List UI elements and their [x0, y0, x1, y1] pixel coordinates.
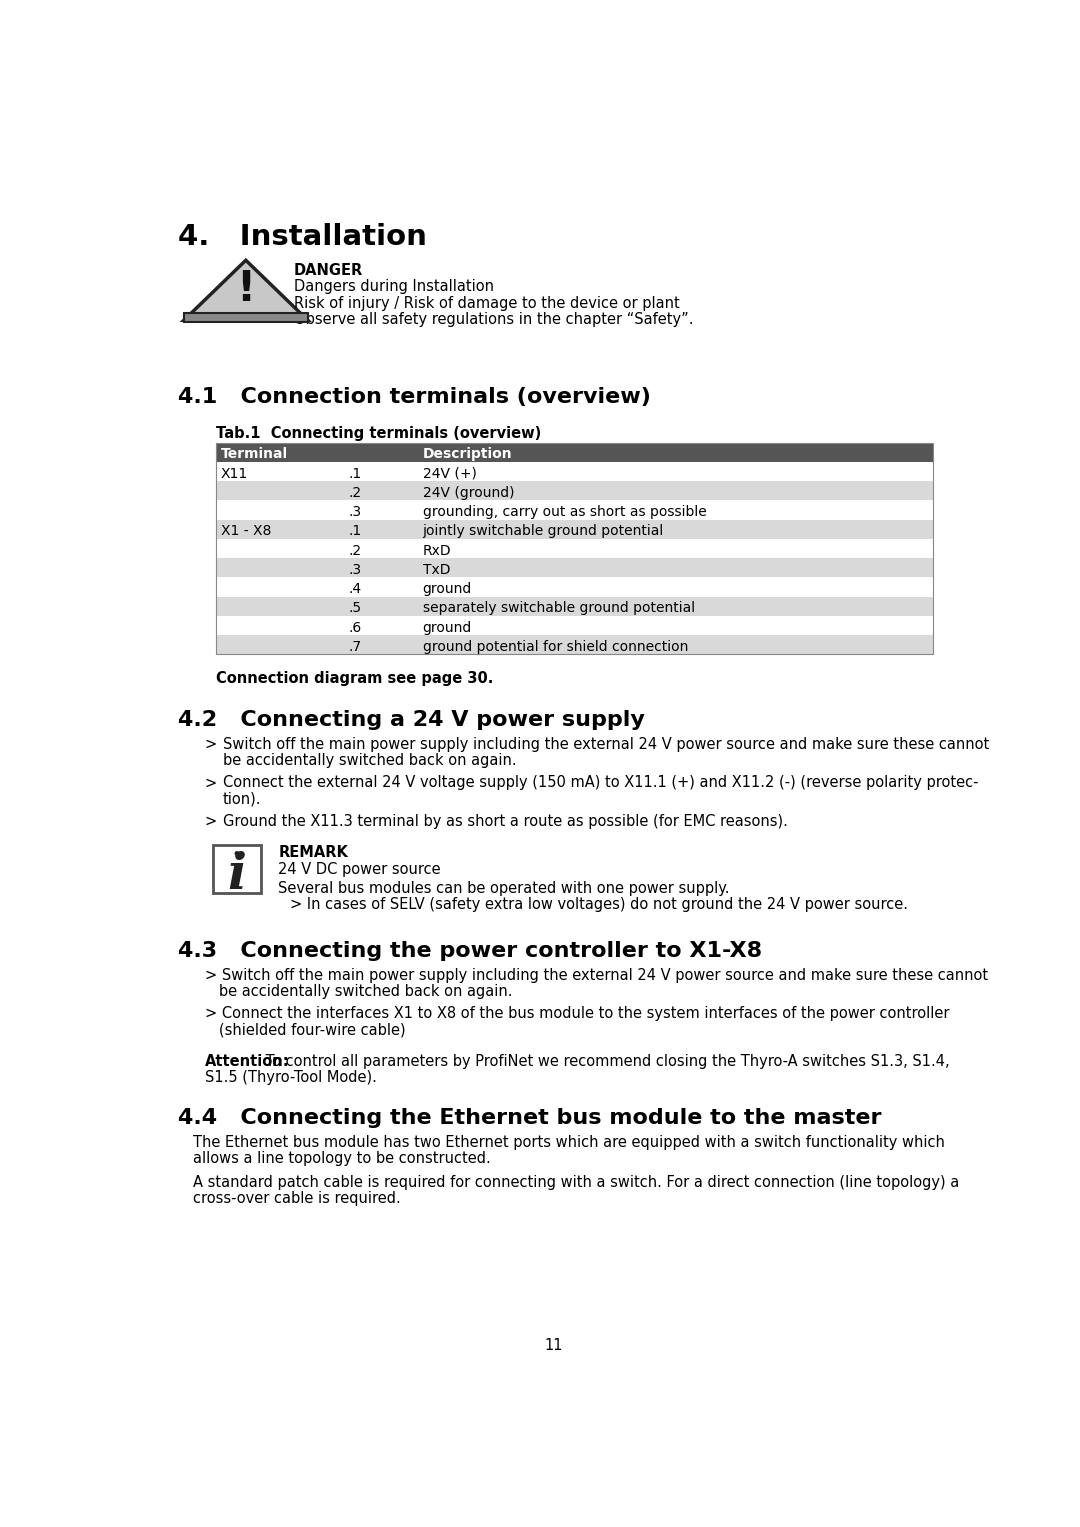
Bar	[216, 577, 933, 597]
Text: 4.3   Connecting the power controller to X1-X8: 4.3 Connecting the power controller to X…	[177, 941, 761, 960]
Text: TxD: TxD	[422, 563, 450, 577]
Text: .1: .1	[349, 524, 362, 539]
Text: Connection diagram see page 30.: Connection diagram see page 30.	[216, 672, 494, 687]
Text: RxD: RxD	[422, 544, 451, 557]
Text: REMARK: REMARK	[279, 846, 348, 860]
Bar	[216, 463, 933, 481]
Text: X1 - X8: X1 - X8	[221, 524, 271, 539]
Text: .4: .4	[349, 582, 362, 596]
Text: Switch off the main power supply including the external 24 V power source and ma: Switch off the main power supply includi…	[222, 738, 989, 751]
Text: 11: 11	[544, 1338, 563, 1353]
Text: tion).: tion).	[222, 791, 261, 806]
Text: ground: ground	[422, 620, 472, 635]
Text: i: i	[227, 851, 246, 899]
Text: 4.4   Connecting the Ethernet bus module to the master: 4.4 Connecting the Ethernet bus module t…	[177, 1109, 881, 1128]
Bar	[216, 443, 933, 463]
Text: X11: X11	[221, 467, 248, 481]
Text: .3: .3	[349, 505, 362, 519]
Polygon shape	[184, 260, 308, 321]
Text: 4.2   Connecting a 24 V power supply: 4.2 Connecting a 24 V power supply	[177, 710, 645, 730]
Text: 24V (+): 24V (+)	[422, 467, 476, 481]
Text: .2: .2	[349, 486, 362, 499]
Text: DANGER: DANGER	[294, 263, 363, 278]
Bar	[184, 313, 308, 322]
Text: Dangers during Installation: Dangers during Installation	[294, 279, 494, 295]
Bar	[216, 615, 933, 635]
Text: 4.1   Connection terminals (overview): 4.1 Connection terminals (overview)	[177, 388, 650, 408]
Text: 24V (ground): 24V (ground)	[422, 486, 514, 499]
Text: .3: .3	[349, 563, 362, 577]
Text: be accidentally switched back on again.: be accidentally switched back on again.	[205, 983, 512, 999]
Text: Tab.1  Connecting terminals (overview): Tab.1 Connecting terminals (overview)	[216, 426, 542, 441]
Text: > In cases of SELV (safety extra low voltages) do not ground the 24 V power sour: > In cases of SELV (safety extra low vol…	[291, 896, 908, 912]
Text: Risk of injury / Risk of damage to the device or plant: Risk of injury / Risk of damage to the d…	[294, 296, 679, 310]
Text: Attention:: Attention:	[205, 1054, 289, 1069]
Text: .7: .7	[349, 640, 362, 654]
Text: > Switch off the main power supply including the external 24 V power source and : > Switch off the main power supply inclu…	[205, 968, 988, 983]
Text: .5: .5	[349, 602, 362, 615]
Text: separately switchable ground potential: separately switchable ground potential	[422, 602, 694, 615]
Text: allows a line topology to be constructed.: allows a line topology to be constructed…	[193, 1151, 491, 1167]
Text: Terminal: Terminal	[221, 446, 288, 461]
Text: Several bus modules can be operated with one power supply.: Several bus modules can be operated with…	[279, 881, 730, 896]
Text: Observe all safety regulations in the chapter “Safety”.: Observe all safety regulations in the ch…	[294, 312, 693, 327]
Text: >: >	[205, 776, 217, 791]
Text: •: •	[231, 846, 242, 864]
Text: .6: .6	[349, 620, 362, 635]
Bar	[216, 539, 933, 559]
Text: ground: ground	[422, 582, 472, 596]
Text: (shielded four-wire cable): (shielded four-wire cable)	[205, 1023, 405, 1037]
Text: Description: Description	[422, 446, 512, 461]
Text: ground potential for shield connection: ground potential for shield connection	[422, 640, 688, 654]
Text: jointly switchable ground potential: jointly switchable ground potential	[422, 524, 664, 539]
Text: A standard patch cable is required for connecting with a switch. For a direct co: A standard patch cable is required for c…	[193, 1174, 959, 1190]
Bar	[216, 443, 933, 655]
Text: Ground the X11.3 terminal by as short a route as possible (for EMC reasons).: Ground the X11.3 terminal by as short a …	[222, 814, 787, 829]
Text: .2: .2	[349, 544, 362, 557]
Text: .1: .1	[349, 467, 362, 481]
Text: S1.5 (Thyro-Tool Mode).: S1.5 (Thyro-Tool Mode).	[205, 1070, 377, 1086]
Text: cross-over cable is required.: cross-over cable is required.	[193, 1191, 401, 1206]
Text: 24 V DC power source: 24 V DC power source	[279, 861, 441, 876]
Text: Connect the external 24 V voltage supply (150 mA) to X11.1 (+) and X11.2 (-) (re: Connect the external 24 V voltage supply…	[222, 776, 978, 791]
Text: grounding, carry out as short as possible: grounding, carry out as short as possibl…	[422, 505, 706, 519]
Text: > Connect the interfaces X1 to X8 of the bus module to the system interfaces of : > Connect the interfaces X1 to X8 of the…	[205, 1006, 949, 1022]
Text: 4.   Installation: 4. Installation	[177, 223, 427, 252]
Text: The Ethernet bus module has two Ethernet ports which are equipped with a switch : The Ethernet bus module has two Ethernet…	[193, 1135, 945, 1150]
Bar	[216, 635, 933, 655]
Bar	[216, 481, 933, 501]
Bar	[216, 559, 933, 577]
Text: >: >	[205, 738, 217, 751]
Text: >: >	[205, 814, 217, 829]
Bar	[216, 501, 933, 519]
Text: To control all parameters by ProfiNet we recommend closing the Thyro-A switches : To control all parameters by ProfiNet we…	[260, 1054, 949, 1069]
FancyBboxPatch shape	[213, 846, 260, 893]
Bar	[216, 597, 933, 615]
Text: be accidentally switched back on again.: be accidentally switched back on again.	[222, 753, 516, 768]
Bar	[216, 519, 933, 539]
Text: !: !	[237, 269, 255, 310]
